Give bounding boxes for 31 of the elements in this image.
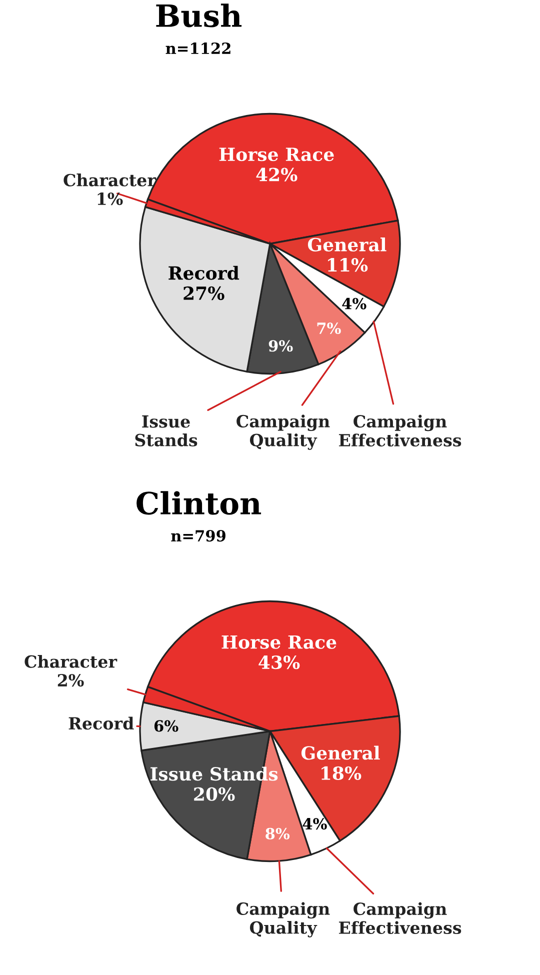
data-label: 4% xyxy=(302,818,327,830)
slice-label: Campaign Quality xyxy=(236,902,330,938)
chart-title: Bush xyxy=(156,4,242,28)
data-label: 6% xyxy=(154,720,178,732)
data-label: 7% xyxy=(317,322,341,334)
chart-subtitle: n=799 xyxy=(171,530,226,542)
data-label: 2% xyxy=(58,674,84,687)
slice-label: Horse Race xyxy=(222,635,336,649)
slice-label: Record xyxy=(168,266,240,280)
chart-title: Clinton xyxy=(136,491,262,515)
slice-label: Campaign Quality xyxy=(236,414,330,450)
data-label: 27% xyxy=(184,286,224,300)
slice-label: Campaign Effectiveness xyxy=(338,414,462,447)
slice-label: General xyxy=(308,238,386,252)
data-label: 9% xyxy=(268,340,293,352)
slice-label: Character xyxy=(64,174,156,186)
slice-label: Character xyxy=(24,655,118,668)
chart-subtitle: n=1122 xyxy=(166,42,230,54)
slice-label: Campaign Effectiveness xyxy=(338,902,462,934)
data-label: 43% xyxy=(258,655,300,670)
data-label: 20% xyxy=(194,787,235,801)
data-label: 11% xyxy=(328,258,368,272)
slice-label: General xyxy=(301,746,380,760)
data-label: 42% xyxy=(256,168,298,182)
data-label: 18% xyxy=(322,766,362,780)
slice-label: Issue Stands xyxy=(135,415,198,446)
slice-label: Horse Race xyxy=(219,148,334,162)
slice-label: Record xyxy=(68,716,134,730)
data-label: 8% xyxy=(266,828,290,840)
data-label: 4% xyxy=(342,298,366,310)
data-label: 1% xyxy=(98,192,123,206)
